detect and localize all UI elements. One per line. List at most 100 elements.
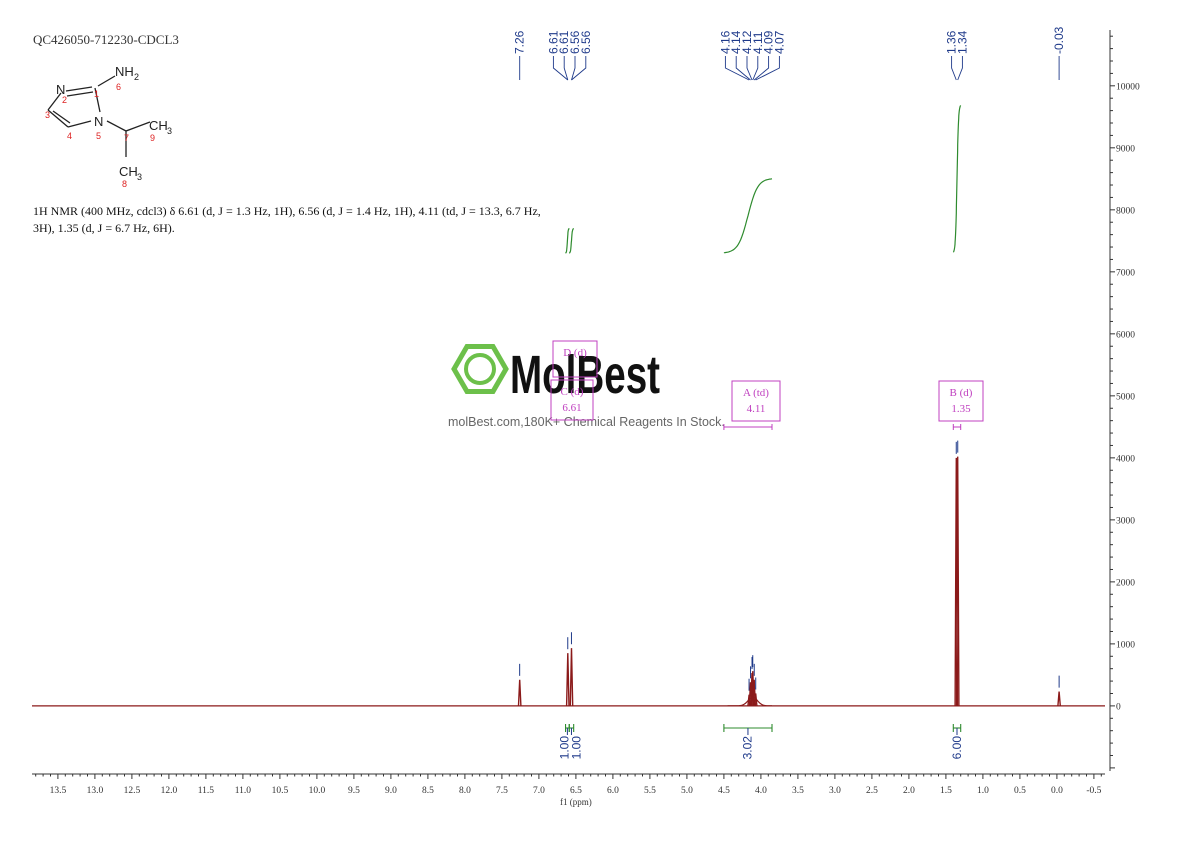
- x-axis-label: f1 (ppm): [560, 797, 592, 807]
- peak-label: 7.26: [513, 30, 527, 54]
- x-tick-label: 7.5: [496, 786, 508, 796]
- multiplet-name: D (d): [563, 347, 587, 359]
- integral-markers: 1.001.00 3.02 6.00: [558, 724, 964, 760]
- peak-label: 4.16: [718, 30, 732, 54]
- peak-label-leader: [552, 56, 569, 81]
- y-tick-label: 9000: [1116, 144, 1135, 154]
- peak-label: 1.34: [955, 30, 969, 54]
- x-tick-label: 1.5: [940, 786, 952, 796]
- x-tick-label: 8.0: [459, 786, 471, 796]
- sample-title: QC426050-712230-CDCL3: [33, 32, 179, 47]
- y-tick-label: 5000: [1116, 392, 1135, 402]
- x-tick-label: 7.0: [533, 786, 545, 796]
- multiplet-name: B (d): [950, 387, 973, 399]
- peak-label: 4.11: [751, 31, 765, 54]
- atom-nh-sub: 2: [134, 72, 139, 82]
- peak-label-leader: [724, 56, 750, 81]
- peak-label-leader: [571, 56, 587, 81]
- atom-ch3-top: CH: [149, 118, 168, 133]
- x-tick-label: 12.5: [124, 786, 141, 796]
- locant-6: 6: [116, 82, 121, 92]
- peak-label: 4.12: [740, 30, 754, 54]
- y-axis: 0 1000 2000 3000 4000 5000 6000 7000 8000 9000 100…: [1109, 30, 1140, 771]
- spectrum-trace: [32, 440, 1105, 707]
- peak-label: 4.09: [762, 30, 776, 54]
- watermark: MolBest molBest.com,180K+ Chemical Reagen…: [448, 344, 725, 429]
- y-tick-label: 1000: [1116, 640, 1135, 650]
- x-axis: 13.5 13.0 12.5 12.0 11.5 11.0 10.5 10.0 9.5 9.0 8.…: [32, 773, 1105, 807]
- spectrum-multiplet-envelope: [727, 696, 772, 707]
- peak-label: 4.14: [729, 30, 743, 54]
- spectrum-peak: [1057, 691, 1061, 706]
- integral-value: 3.02: [741, 736, 755, 760]
- peak-label-leader: [951, 56, 957, 81]
- x-tick-label: 12.0: [161, 786, 178, 796]
- watermark-logo-ring: [464, 353, 496, 385]
- locant-4: 4: [67, 131, 72, 141]
- molecule-structure: N NH 2 N CH 3 CH 3 1 2 3 4 5 6 7 8 9: [45, 64, 172, 189]
- x-tick-label: 3.5: [792, 786, 804, 796]
- locant-9: 9: [150, 133, 155, 143]
- multiplet-box: [731, 380, 781, 422]
- atom-n2: N: [56, 82, 65, 97]
- x-tick-label: 1.0: [977, 786, 989, 796]
- x-tick-label: 10.0: [309, 786, 326, 796]
- integral-value: 6.00: [950, 736, 964, 760]
- atom-n5: N: [94, 114, 103, 129]
- integral-curve: [952, 105, 962, 253]
- watermark-logo-hexagon: [451, 344, 509, 394]
- integral-value: 1.00: [558, 736, 572, 760]
- multiplet-value: 4.11: [747, 403, 766, 415]
- atom-ch3-top-sub: 3: [167, 126, 172, 136]
- y-tick-label: 2000: [1116, 578, 1135, 588]
- peak-label: 6.61: [557, 30, 571, 54]
- x-tick-label: 6.0: [607, 786, 619, 796]
- spectrum-peak: [955, 456, 960, 706]
- y-tick-label: 0: [1116, 702, 1121, 712]
- nmr-summary-line-2: 3H), 1.35 (d, J = 6.7 Hz, 6H).: [33, 221, 175, 235]
- peak-labels: 7.26 6.616.616.566.56 4.164.144.124.114.09…: [513, 26, 1066, 81]
- peak-label: 6.56: [568, 30, 582, 54]
- x-tick-label: -0.5: [1086, 786, 1101, 796]
- x-tick-label: 2.5: [866, 786, 878, 796]
- x-tick-label: 8.5: [422, 786, 434, 796]
- spectrum-peak: [569, 648, 574, 706]
- peak-label-leader: [563, 56, 569, 81]
- x-tick-label: 10.5: [272, 786, 289, 796]
- multiplet-value: 6.61: [562, 402, 581, 414]
- peak-label-leader: [957, 56, 963, 81]
- atom-ch3-bottom-sub: 3: [137, 172, 142, 182]
- y-tick-label: 8000: [1116, 206, 1135, 216]
- x-tick-label: 5.5: [644, 786, 656, 796]
- peak-label-leader: [571, 56, 576, 81]
- x-tick-label: 11.5: [198, 786, 215, 796]
- multiplet-box: [938, 380, 984, 422]
- x-tick-label: 5.0: [681, 786, 693, 796]
- atom-ch3-bottom: CH: [119, 164, 138, 179]
- spectrum-peak: [753, 693, 758, 706]
- peak-label-leader: [735, 56, 751, 81]
- y-tick-label: 6000: [1116, 330, 1135, 340]
- x-tick-label: 13.0: [87, 786, 104, 796]
- peak-label-leader: [752, 56, 759, 81]
- nmr-summary-line-1: 1H NMR (400 MHz, cdcl3) δ 6.61 (d, J = 1…: [33, 204, 541, 218]
- spectrum-peak: [750, 672, 754, 706]
- peak-label-leader: [746, 56, 753, 81]
- peak-label-leader: [753, 56, 770, 81]
- peak-label: 1.36: [945, 30, 959, 54]
- watermark-tagline: molBest.com,180K+ Chemical Reagents In S…: [448, 415, 725, 429]
- y-tick-label: 10000: [1116, 82, 1140, 92]
- multiplet-name: C (d): [561, 386, 584, 398]
- atom-nh: NH: [115, 64, 134, 79]
- x-tick-label: 4.0: [755, 786, 767, 796]
- x-tick-label: 2.0: [903, 786, 915, 796]
- integral-curve: [568, 228, 575, 254]
- x-tick-label: 13.5: [50, 786, 67, 796]
- y-tick-label: 3000: [1116, 516, 1135, 526]
- x-tick-label: 0.0: [1051, 786, 1063, 796]
- locant-2: 2: [62, 95, 67, 105]
- peak-label: 6.56: [579, 30, 593, 54]
- x-tick-label: 3.0: [829, 786, 841, 796]
- y-tick-label: 7000: [1116, 268, 1135, 278]
- multiplet-value: 1.35: [951, 403, 971, 415]
